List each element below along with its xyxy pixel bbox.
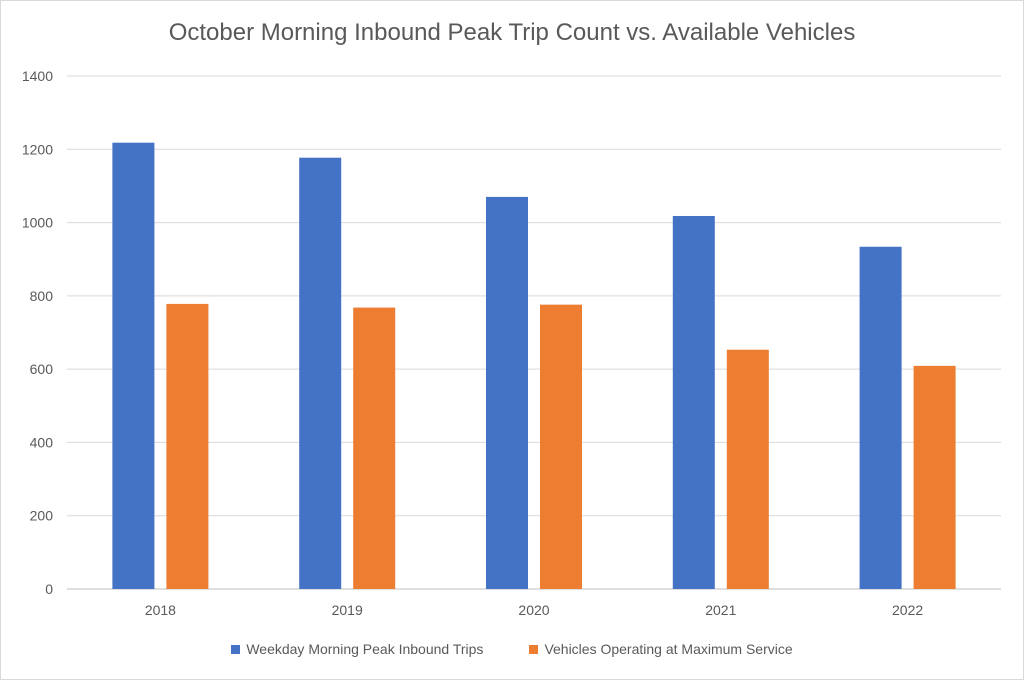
legend-item-series-1: Weekday Morning Peak Inbound Trips: [231, 641, 483, 657]
chart-plot: 0 200 400 600 800 1000 1200 1400 2018 2019 2020 202…: [22, 68, 1001, 618]
legend-swatch-series-2: [529, 644, 539, 654]
y-tick-label: 200: [30, 508, 54, 524]
x-tick-label: 2019: [332, 602, 363, 618]
x-tick-label: 2021: [705, 602, 736, 618]
bar-trips-2020: [486, 196, 528, 589]
legend-label-series-2: Vehicles Operating at Maximum Service: [544, 641, 793, 657]
bar-vehicles-2020: [540, 304, 582, 589]
y-tick-label: 1400: [22, 68, 53, 84]
y-tick-label: 1000: [22, 215, 53, 231]
y-tick-label: 0: [45, 581, 53, 597]
y-tick-label: 600: [30, 361, 54, 377]
legend-swatch-series-1: [231, 644, 241, 654]
y-tick-label: 400: [30, 434, 54, 450]
legend: Weekday Morning Peak Inbound Trips Vehic…: [1, 641, 1023, 657]
x-tick-label: 2020: [518, 602, 549, 618]
y-tick-label: 1200: [22, 141, 53, 157]
x-tick-label: 2018: [145, 602, 176, 618]
bar-vehicles-2021: [726, 349, 769, 589]
y-tick-label: 800: [30, 288, 54, 304]
legend-item-series-2: Vehicles Operating at Maximum Service: [529, 641, 793, 657]
chart-title: October Morning Inbound Peak Trip Count …: [168, 19, 856, 46]
bar-vehicles-2019: [353, 307, 396, 589]
bar-trips-2019: [299, 157, 342, 590]
legend-label-series-1: Weekday Morning Peak Inbound Trips: [246, 641, 484, 657]
x-tick-label: 2022: [892, 602, 923, 618]
bar-trips-2021: [672, 215, 715, 589]
bar-vehicles-2018: [166, 303, 209, 589]
bar-trips-2022: [859, 246, 902, 589]
bar-trips-2018: [112, 142, 155, 589]
bar-vehicles-2022: [913, 365, 956, 589]
